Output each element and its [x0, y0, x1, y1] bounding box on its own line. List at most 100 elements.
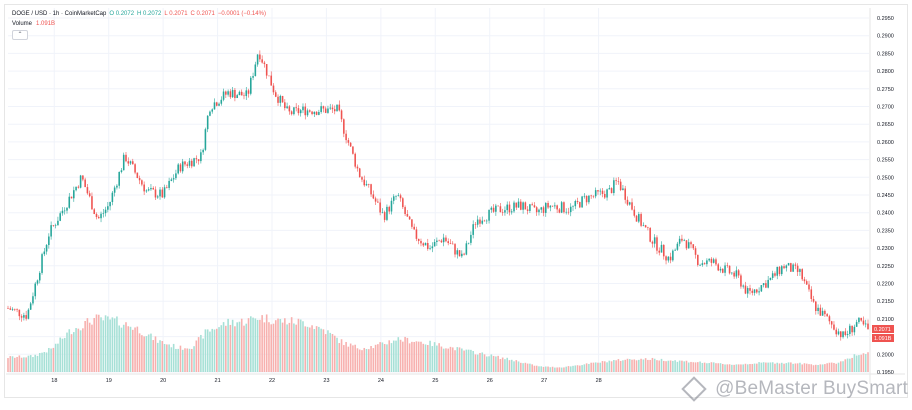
price-tick-label: 0.2500 [877, 175, 894, 181]
candle-body [801, 269, 803, 280]
candle-body [615, 180, 617, 182]
candle-body [318, 111, 320, 115]
volume-bar [29, 355, 32, 372]
candle-body [862, 320, 865, 325]
candle-body [849, 325, 851, 334]
candle-body [590, 195, 592, 197]
candle-body [175, 173, 177, 179]
price-tick-label: 0.2750 [877, 87, 894, 93]
volume-bar [436, 345, 438, 372]
volume-bar [824, 364, 826, 372]
candle-body [467, 242, 470, 244]
candle-body [265, 64, 268, 76]
volume-bar [547, 366, 549, 372]
candle-body [250, 77, 252, 94]
volume-bar [238, 321, 241, 372]
candle-body [778, 266, 781, 275]
volume-bar [356, 348, 359, 372]
time-axis[interactable]: 18 19 20 21 22 23 24 25 26 27 28 [51, 378, 601, 384]
candle-body [735, 270, 738, 277]
volume-bar [470, 349, 472, 372]
candle-body [286, 106, 288, 109]
volume-bar [771, 362, 774, 372]
candle-body [356, 166, 359, 169]
candle-body [288, 106, 291, 112]
candle-body [417, 238, 420, 241]
candle-body [361, 177, 363, 180]
candle-body [245, 90, 248, 97]
volume-bar [719, 363, 722, 372]
volume-bar [697, 362, 699, 372]
volume-bar [118, 325, 120, 372]
volume-bar [61, 338, 64, 372]
volume-bar [563, 367, 565, 372]
candle-body [297, 108, 300, 114]
candle-body [599, 190, 602, 192]
volume-bar [687, 362, 690, 372]
volume-bar [206, 329, 209, 372]
volume-bar [141, 335, 143, 372]
volume-bar [790, 362, 792, 372]
collapse-legend-button[interactable]: ⌃ [12, 30, 28, 40]
volume-bar [458, 347, 461, 372]
volume-bar [279, 318, 282, 372]
volume-bar [32, 357, 34, 372]
volume-bar [585, 363, 588, 372]
volume-bar [835, 363, 838, 372]
candle-body [454, 244, 456, 255]
volume-bar [762, 362, 765, 372]
volume-bar [313, 329, 316, 372]
candle-body [274, 92, 277, 97]
candle-body [551, 205, 554, 207]
volume-bar [842, 361, 844, 372]
candle-body [717, 264, 720, 271]
candle-body [463, 253, 465, 255]
time-tick-label: 21 [215, 378, 221, 384]
volume-title[interactable]: Volume [12, 21, 33, 27]
candle-body [84, 179, 86, 188]
candle-body [320, 106, 322, 112]
volume-bar [442, 348, 445, 372]
volume-bar [309, 327, 311, 372]
volume-bar [306, 326, 309, 372]
volume-bar [583, 364, 586, 372]
candle-body [510, 211, 513, 213]
candle-body [25, 315, 27, 319]
candle-body [535, 207, 538, 213]
candle-body [483, 220, 486, 222]
volume-bar [656, 360, 658, 372]
candle-body [762, 283, 765, 286]
candle-body [808, 284, 810, 290]
volume-bar [150, 333, 152, 372]
volume-bar [633, 359, 636, 372]
candle-body [751, 290, 754, 293]
candle-body [254, 64, 257, 77]
candle-body [18, 309, 21, 317]
volume-bar [338, 343, 341, 372]
candle-body [370, 184, 372, 195]
candle-body [488, 209, 490, 221]
candle-body [429, 248, 431, 249]
volume-bar [467, 349, 470, 372]
price-axis[interactable]: 0.2950 0.2900 0.2850 0.2800 0.2750 0.2700 0.26… [877, 16, 894, 376]
candle-body [181, 161, 184, 172]
candle-body [411, 219, 413, 227]
volume-bar [381, 342, 384, 372]
candle-body [517, 201, 520, 208]
candle-body [415, 229, 418, 239]
symbol-title[interactable]: DOGE / USD · 1h · CoinMarketCap [12, 11, 107, 17]
candle-body [86, 187, 89, 194]
volume-bar [651, 357, 654, 372]
candle-body [835, 329, 838, 335]
candle-body [225, 91, 227, 95]
candle-body [438, 240, 440, 242]
volume-bar [422, 343, 425, 372]
volume-bar [270, 324, 273, 372]
volume-bar [256, 319, 259, 372]
candle-body [769, 277, 772, 280]
candle-body [161, 189, 164, 198]
volume-bar [558, 367, 561, 372]
candle-body [109, 202, 111, 207]
volume-bar [82, 328, 84, 372]
